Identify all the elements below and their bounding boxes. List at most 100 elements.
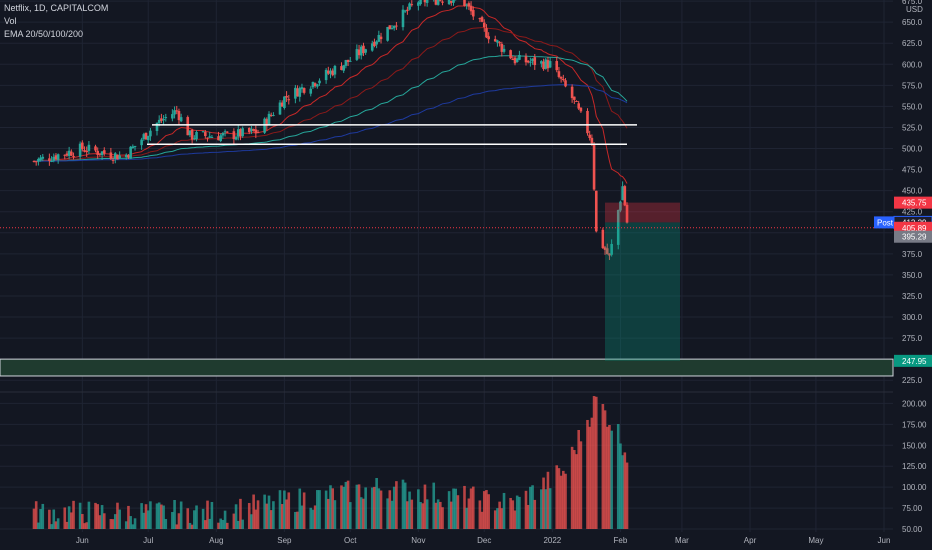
volume-bar <box>502 492 506 529</box>
candle-body <box>467 3 471 7</box>
volume-bar <box>463 485 466 529</box>
volume-bar <box>267 495 271 529</box>
candle-body <box>208 136 212 138</box>
volume-bar <box>564 473 567 529</box>
volume-bar <box>127 505 130 529</box>
stop-loss-zone <box>605 202 680 223</box>
volume-bar <box>171 512 174 529</box>
candle-body <box>116 154 119 160</box>
candle-body <box>447 0 451 5</box>
candle-body <box>406 9 409 11</box>
volume-bar <box>296 511 299 529</box>
volume-bar <box>208 518 212 529</box>
candle-body <box>157 119 161 123</box>
horizontal-lines[interactable] <box>147 124 637 146</box>
candle-body <box>619 201 622 211</box>
candle-body <box>272 115 275 117</box>
ema-indicator-label[interactable]: EMA 20/50/100/200 <box>4 29 84 39</box>
time-axis[interactable]: Jun Jul Aug Sep Oct Nov Dec 2022 Feb Mar Apr May Jun <box>76 536 891 545</box>
time-tick-label: 2022 <box>543 536 561 545</box>
volume-bar <box>72 500 75 529</box>
volume-bar <box>346 480 350 529</box>
candle-body <box>548 61 552 68</box>
volume-bar <box>54 521 58 529</box>
candle-body <box>515 58 519 62</box>
candle-body <box>111 159 115 161</box>
volume-bar <box>188 522 192 529</box>
candle-body <box>562 79 565 81</box>
volume-bar <box>285 499 288 529</box>
volume-bar <box>432 482 436 529</box>
candle-body <box>526 60 530 63</box>
volume-bar <box>52 509 56 529</box>
volume-bar <box>118 509 121 529</box>
candle-body <box>50 161 53 163</box>
candle-body <box>250 128 253 132</box>
volume-bar <box>623 452 627 529</box>
candle-body <box>592 143 596 190</box>
candle-body <box>463 0 466 6</box>
candle-body <box>502 48 506 52</box>
price-tag-label: 395.29 <box>902 233 927 242</box>
volume-bar <box>333 500 337 529</box>
candle-body <box>513 57 517 64</box>
candle-body <box>41 156 45 159</box>
candle-body <box>186 117 190 136</box>
volume-bar <box>263 494 266 529</box>
candle-body <box>417 2 420 6</box>
candle-body <box>401 9 405 28</box>
volume-bar <box>379 490 383 529</box>
candle-body <box>575 100 578 102</box>
candle-body <box>375 41 378 45</box>
symbol-title[interactable]: Netflix, 1D, CAPITALCOM <box>4 3 109 13</box>
time-tick-label: Aug <box>209 536 223 545</box>
volume-bar <box>610 430 613 529</box>
volume-bar <box>603 410 607 529</box>
volume-bar <box>348 502 352 529</box>
time-tick-label: Jun <box>76 536 89 545</box>
candle-body <box>342 65 345 71</box>
price-tag-label: 435.75 <box>902 199 927 208</box>
time-tick-label: Mar <box>675 536 689 545</box>
volume-bar <box>594 396 598 529</box>
volume-bar <box>144 504 148 529</box>
candle-body <box>511 59 515 61</box>
time-tick-label: Dec <box>477 536 491 545</box>
candle-body <box>485 28 488 38</box>
volume-bar <box>531 485 534 529</box>
volume-bar <box>256 500 260 529</box>
volume-tick-label: 200.00 <box>902 399 927 408</box>
candle-body <box>478 18 482 20</box>
volume-bar <box>316 490 319 529</box>
candle-body <box>469 5 473 12</box>
candle-body <box>557 71 561 77</box>
candle-body <box>373 41 376 47</box>
candle-body <box>313 83 317 87</box>
vol-indicator-label[interactable]: Vol <box>4 16 17 26</box>
price-tick-label: 475.0 <box>902 166 923 175</box>
volume-bar <box>56 518 60 529</box>
volume-bar <box>480 511 484 529</box>
volume-bar <box>96 504 99 529</box>
price-tick-label: 600.0 <box>902 60 923 69</box>
volume-bar <box>498 501 501 529</box>
volume-bar <box>542 477 545 529</box>
price-tick-label: 675.0 <box>902 0 923 6</box>
volume-bar <box>577 429 581 529</box>
candle-body <box>542 61 545 70</box>
volume-bar <box>555 465 559 529</box>
candle-body <box>232 131 236 140</box>
volume-bar <box>219 518 222 529</box>
volume-tick-label: 100.00 <box>902 483 927 492</box>
volume-bar <box>357 484 361 529</box>
volume-bar <box>588 426 591 529</box>
candle-body <box>621 186 624 201</box>
volume-bar <box>313 505 317 529</box>
candle-body <box>193 138 196 140</box>
volume-bar <box>425 499 429 529</box>
short-position-tool[interactable] <box>0 202 893 361</box>
volume-bar <box>467 498 471 529</box>
candle-body <box>388 25 392 30</box>
